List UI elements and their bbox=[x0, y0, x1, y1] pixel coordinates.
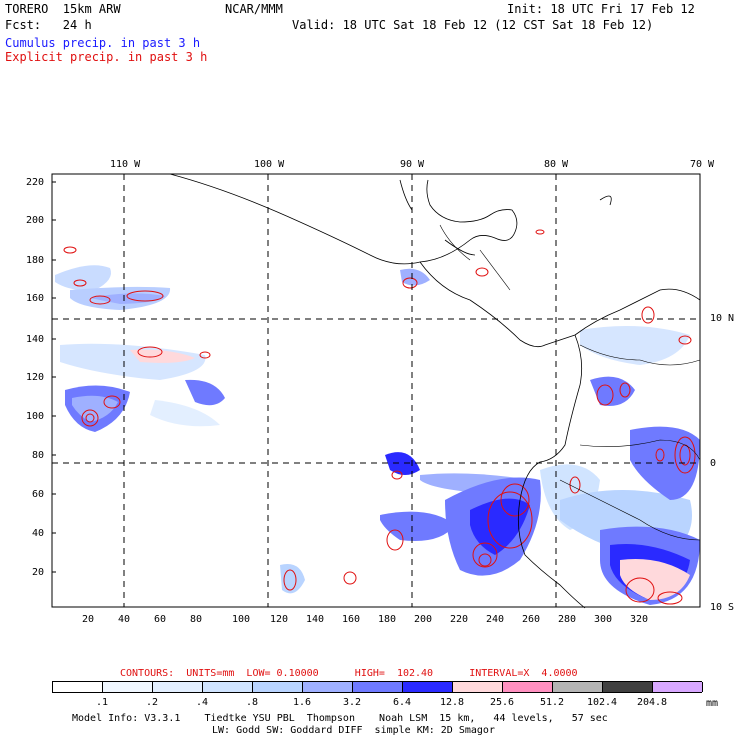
lat-label-0: 0 bbox=[710, 458, 717, 469]
colorbar-cell bbox=[503, 682, 553, 692]
colorbar-label: 12.8 bbox=[439, 697, 465, 708]
x-tick: 100 bbox=[232, 614, 251, 625]
x-tick: 20 bbox=[82, 614, 95, 625]
x-tick: 40 bbox=[118, 614, 131, 625]
lat-label-10n: 10 N bbox=[710, 313, 735, 324]
colorbar-label: .8 bbox=[245, 697, 259, 708]
lon-label-80w: 80 W bbox=[544, 159, 569, 170]
model-info: Model Info: V3.3.1 Tiedtke YSU PBL Thomp… bbox=[72, 713, 608, 724]
lat-lon-grid bbox=[52, 174, 700, 607]
x-tick: 200 bbox=[414, 614, 433, 625]
colorbar-cell bbox=[603, 682, 653, 692]
y-tick: 40 bbox=[32, 528, 45, 539]
colorbar-label: .1 bbox=[95, 697, 109, 708]
colorbar-label: .2 bbox=[145, 697, 159, 708]
org-label: NCAR/MMM bbox=[225, 2, 283, 16]
map-frame bbox=[51, 173, 701, 608]
cumulus-legend: Cumulus precip. in past 3 h bbox=[5, 36, 201, 50]
lon-label-100w: 100 W bbox=[254, 159, 285, 170]
y-tick: 140 bbox=[26, 334, 45, 345]
colorbar-label: 6.4 bbox=[392, 697, 412, 708]
y-tick: 180 bbox=[26, 255, 45, 266]
x-tick: 220 bbox=[450, 614, 469, 625]
colorbar-label: 25.6 bbox=[489, 697, 515, 708]
colorbar-cell bbox=[303, 682, 353, 692]
colorbar-cell bbox=[203, 682, 253, 692]
x-tick: 240 bbox=[486, 614, 505, 625]
y-tick: 60 bbox=[32, 489, 45, 500]
colorbar-label: 102.4 bbox=[586, 697, 618, 708]
colorbar-cell bbox=[453, 682, 503, 692]
colorbar-cell bbox=[153, 682, 203, 692]
x-tick: 280 bbox=[558, 614, 577, 625]
x-tick: 80 bbox=[190, 614, 203, 625]
colorbar-unit: mm bbox=[706, 698, 719, 709]
explicit-legend: Explicit precip. in past 3 h bbox=[5, 50, 208, 64]
colorbar-label: 1.6 bbox=[292, 697, 312, 708]
colorbar-cell bbox=[53, 682, 103, 692]
axis-ticks bbox=[52, 181, 56, 573]
forecast-hour: Fcst: 24 h bbox=[5, 18, 92, 32]
model-title: TORERO 15km ARW bbox=[5, 2, 121, 16]
colorbar-label: 51.2 bbox=[539, 697, 565, 708]
y-tick: 200 bbox=[26, 215, 45, 226]
y-tick: 160 bbox=[26, 293, 45, 304]
contours-info: CONTOURS: UNITS=mm LOW= 0.10000 HIGH= 10… bbox=[120, 668, 578, 679]
cumulus-precip-field bbox=[55, 265, 700, 605]
colorbar-cell bbox=[403, 682, 453, 692]
colorbar-label: 204.8 bbox=[636, 697, 668, 708]
country-borders bbox=[439, 224, 701, 541]
colorbar-cell bbox=[353, 682, 403, 692]
init-time: Init: 18 UTC Fri 17 Feb 12 bbox=[507, 2, 695, 16]
precip-colorbar bbox=[52, 681, 703, 693]
x-tick: 260 bbox=[522, 614, 541, 625]
lon-label-90w: 90 W bbox=[400, 159, 425, 170]
lat-label-10s: 10 S bbox=[710, 602, 735, 613]
lon-label-110w: 110 W bbox=[110, 159, 141, 170]
lon-label-70w: 70 W bbox=[690, 159, 715, 170]
y-tick: 120 bbox=[26, 372, 45, 383]
x-tick: 60 bbox=[154, 614, 167, 625]
colorbar-cell bbox=[253, 682, 303, 692]
x-tick: 300 bbox=[594, 614, 613, 625]
x-tick: 180 bbox=[378, 614, 397, 625]
y-tick: 220 bbox=[26, 177, 45, 188]
colorbar-label: .4 bbox=[195, 697, 209, 708]
y-tick: 80 bbox=[32, 450, 45, 461]
x-tick: 140 bbox=[306, 614, 325, 625]
x-tick: 320 bbox=[630, 614, 649, 625]
colorbar-cell bbox=[103, 682, 153, 692]
valid-time: Valid: 18 UTC Sat 18 Feb 12 (12 CST Sat … bbox=[292, 18, 654, 32]
y-tick: 100 bbox=[26, 411, 45, 422]
x-tick: 120 bbox=[270, 614, 289, 625]
y-tick: 20 bbox=[32, 567, 45, 578]
colorbar-cell bbox=[653, 682, 703, 692]
explicit-precip-contours bbox=[63, 229, 696, 605]
x-tick: 160 bbox=[342, 614, 361, 625]
coastlines bbox=[169, 173, 701, 609]
colorbar-label: 3.2 bbox=[342, 697, 362, 708]
physics-info: LW: Godd SW: Goddard DIFF simple KM: 2D … bbox=[212, 725, 495, 736]
colorbar-cell bbox=[553, 682, 603, 692]
